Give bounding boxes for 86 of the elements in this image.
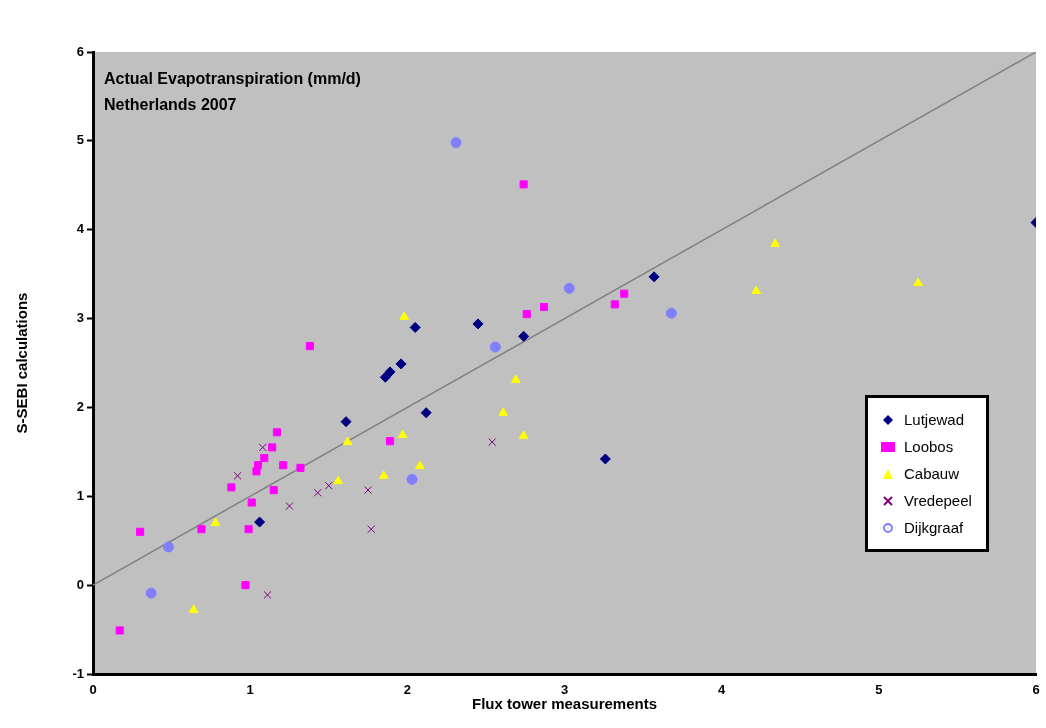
point (395, 358, 407, 370)
point (599, 453, 611, 465)
point (197, 525, 206, 534)
point (510, 374, 521, 383)
text: Actual Evapotranspiration (mm/d) (104, 69, 361, 89)
point (162, 541, 174, 553)
y-tick-label: 1 (76, 487, 84, 503)
point (258, 443, 267, 452)
point (227, 483, 236, 492)
point (406, 473, 418, 485)
y-tick-label: 4 (76, 221, 85, 237)
point (244, 525, 253, 534)
point (252, 467, 261, 476)
point (268, 443, 277, 452)
point (272, 428, 281, 437)
y-tick-label: 0 (76, 576, 84, 592)
x-tick-label: 6 (1032, 682, 1040, 698)
point (498, 407, 509, 416)
point (386, 437, 395, 446)
point (648, 271, 660, 283)
point (563, 282, 575, 294)
point (751, 285, 762, 295)
y-tick-label: 6 (76, 43, 84, 59)
x-tick-label: 5 (875, 682, 883, 698)
point (397, 429, 408, 438)
point (489, 341, 501, 353)
point (420, 407, 432, 419)
y-tick-label: -1 (72, 665, 84, 681)
x-tick-label: 0 (89, 682, 97, 698)
y-tick-label: 5 (76, 132, 84, 148)
point (610, 300, 619, 309)
x-tick-label: 2 (403, 682, 411, 698)
point (296, 463, 305, 472)
point (378, 470, 389, 479)
point (260, 454, 269, 463)
point (285, 502, 294, 511)
point (415, 460, 425, 470)
point (518, 330, 530, 342)
x-axis-title: Flux tower measurements (471, 695, 658, 713)
y-tick-label: 2 (76, 399, 84, 415)
point (522, 310, 531, 319)
x-tick-label: 3 (560, 682, 569, 698)
point (188, 604, 199, 614)
legend-label: Vredepeel (904, 491, 972, 511)
point (770, 238, 780, 247)
legend-label: Lutjewad (904, 410, 965, 430)
point (241, 581, 250, 590)
point (145, 587, 157, 599)
point (665, 307, 677, 319)
x-tick-label: 1 (246, 682, 254, 698)
y-axis-title: S-SEBI calculations (13, 292, 31, 434)
point (913, 277, 923, 287)
point (450, 137, 462, 149)
point (340, 416, 352, 428)
x-tick-label: 4 (718, 682, 727, 698)
text: Netherlands 2007 (104, 95, 238, 115)
point (342, 436, 353, 446)
point (115, 626, 124, 635)
point (472, 318, 484, 330)
point (333, 475, 344, 485)
point (136, 527, 145, 536)
point (210, 517, 221, 526)
legend-label: Loobos (904, 437, 954, 457)
point (364, 486, 373, 495)
point (518, 430, 529, 439)
point (305, 342, 314, 351)
point (254, 516, 266, 528)
point (263, 590, 272, 599)
point (324, 481, 333, 490)
point (519, 180, 528, 189)
point (379, 371, 391, 383)
point (279, 461, 288, 470)
point (399, 311, 410, 320)
point (313, 488, 322, 497)
point (367, 525, 376, 534)
point (409, 321, 421, 333)
point (247, 498, 256, 507)
legend-label: Cabauw (904, 464, 960, 484)
point (384, 366, 396, 378)
point (488, 438, 497, 447)
legend-label: Dijkgraaf (904, 518, 964, 538)
point (269, 486, 278, 495)
point (620, 289, 629, 298)
point (540, 302, 549, 312)
point (233, 471, 242, 480)
y-tick-label: 3 (76, 310, 84, 326)
